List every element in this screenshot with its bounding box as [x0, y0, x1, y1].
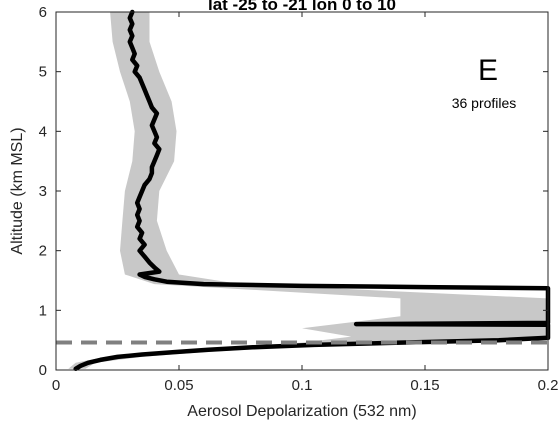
x-tick-label: 0.15: [410, 377, 439, 394]
y-tick-label: 0: [39, 362, 47, 379]
y-axis-label: Altitude (km MSL): [9, 127, 26, 254]
range-band-layer: [68, 12, 549, 369]
y-tick-label: 3: [39, 183, 47, 200]
chart-title: lat -25 to -21 lon 0 to 10: [208, 0, 396, 14]
x-tick-label: 0: [52, 377, 60, 394]
tick-layer: 0 0.05 0.1 0.15 0.2 0 1 2 3 4 5 6: [39, 4, 558, 394]
y-tick-label: 1: [39, 302, 47, 319]
x-tick-label: 0.05: [164, 377, 193, 394]
y-tick-label: 5: [39, 64, 47, 81]
x-tick-label: 0.1: [292, 377, 313, 394]
y-tick-label: 6: [39, 4, 47, 21]
x-axis-label: Aerosol Depolarization (532 nm): [187, 403, 416, 420]
y-tick-label: 4: [39, 123, 47, 140]
range-band: [68, 12, 549, 369]
y-tick-label: 2: [39, 243, 47, 260]
panel-letter: E: [478, 54, 498, 87]
x-tick-label: 0.2: [538, 377, 558, 394]
profile-count-annotation: 36 profiles: [452, 95, 517, 111]
